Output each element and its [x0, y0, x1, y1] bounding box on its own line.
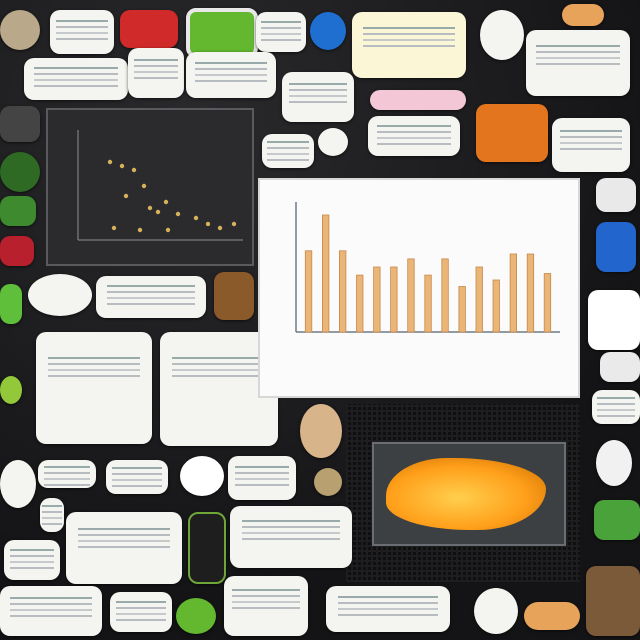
scatter-point — [165, 227, 171, 233]
document-thumbnail[interactable] — [66, 512, 182, 584]
chart-bar — [373, 266, 381, 333]
document-thumbnail[interactable] — [256, 12, 306, 52]
document-thumbnail[interactable] — [50, 10, 114, 54]
device-icon[interactable] — [586, 566, 640, 636]
device-icon[interactable] — [28, 274, 92, 316]
chart-bar — [424, 274, 432, 333]
device-icon[interactable] — [596, 178, 636, 212]
scatter-point — [137, 227, 143, 233]
chart-bar — [356, 274, 364, 333]
scatter-point — [131, 167, 137, 173]
scatter-point — [111, 225, 117, 231]
device-icon[interactable] — [176, 598, 216, 634]
document-thumbnail[interactable] — [326, 586, 450, 632]
document-thumbnail[interactable] — [38, 460, 96, 488]
document-thumbnail[interactable] — [186, 52, 276, 98]
scatter-point — [205, 221, 211, 227]
chart-bar — [543, 273, 552, 333]
document-thumbnail[interactable] — [0, 586, 102, 636]
document-thumbnail[interactable] — [352, 12, 466, 78]
document-thumbnail[interactable] — [262, 134, 314, 168]
scatter-point — [107, 159, 113, 165]
device-icon[interactable] — [596, 440, 632, 486]
orange-image — [386, 458, 546, 530]
chart-bar — [390, 266, 398, 333]
document-thumbnail[interactable] — [4, 540, 60, 580]
monitor-screen[interactable] — [346, 404, 580, 582]
gadget-icon[interactable] — [186, 8, 258, 58]
device-icon[interactable] — [0, 10, 40, 50]
scatter-point — [155, 209, 161, 215]
scatter-plot-panel[interactable] — [46, 108, 254, 266]
device-icon[interactable] — [600, 352, 640, 382]
device-icon[interactable] — [300, 404, 342, 458]
document-thumbnail[interactable] — [224, 576, 308, 636]
device-icon[interactable] — [0, 284, 22, 324]
scatter-point — [231, 221, 237, 227]
device-icon[interactable] — [188, 512, 226, 584]
document-thumbnail[interactable] — [228, 456, 296, 500]
document-thumbnail[interactable] — [526, 30, 630, 96]
device-icon[interactable] — [0, 236, 34, 266]
chart-bar — [475, 266, 483, 333]
monitor-display — [372, 442, 566, 546]
bar-chart-card[interactable] — [258, 178, 580, 398]
device-icon[interactable] — [314, 468, 342, 496]
chart-bar — [322, 214, 330, 333]
document-thumbnail[interactable] — [552, 118, 630, 172]
device-icon[interactable] — [0, 460, 36, 508]
device-icon[interactable] — [0, 106, 40, 142]
document-thumbnail[interactable] — [230, 506, 352, 568]
scatter-point — [193, 215, 199, 221]
chart-bar — [509, 253, 518, 333]
chart-bar — [458, 286, 466, 333]
device-icon[interactable] — [214, 272, 254, 320]
document-thumbnail[interactable] — [282, 72, 354, 122]
document-thumbnail[interactable] — [40, 498, 64, 532]
device-icon[interactable] — [588, 290, 640, 350]
document-thumbnail[interactable] — [96, 276, 206, 318]
chart-bar — [441, 258, 449, 333]
scatter-point — [123, 193, 129, 199]
chart-bar — [407, 258, 415, 333]
scatter-points — [107, 159, 237, 233]
device-icon[interactable] — [180, 456, 224, 496]
scatter-point — [147, 205, 153, 211]
scatter-plot — [77, 130, 243, 241]
device-icon[interactable] — [370, 90, 466, 110]
bar-chart — [295, 202, 560, 333]
scatter-point — [163, 199, 169, 205]
chart-bar — [492, 279, 500, 333]
device-icon[interactable] — [0, 376, 22, 404]
document-thumbnail[interactable] — [128, 48, 184, 98]
orange-pill-icon[interactable] — [562, 4, 604, 26]
document-thumbnail[interactable] — [368, 116, 460, 156]
scatter-point — [119, 163, 125, 169]
device-icon[interactable] — [318, 128, 348, 156]
chart-bar — [304, 250, 313, 333]
chart-bars — [304, 214, 552, 333]
orange-pill-icon[interactable] — [524, 602, 580, 630]
scatter-point — [175, 211, 181, 217]
document-thumbnail[interactable] — [24, 58, 128, 100]
chart-bar — [526, 253, 535, 333]
device-icon[interactable] — [0, 196, 36, 226]
document-thumbnail[interactable] — [110, 592, 172, 632]
device-icon[interactable] — [596, 222, 636, 272]
chart-bar — [339, 250, 347, 333]
machine-icon[interactable] — [476, 104, 548, 162]
scatter-point — [141, 183, 147, 189]
ball-icon[interactable] — [310, 12, 346, 50]
device-icon[interactable] — [0, 152, 40, 192]
gadget-icon[interactable] — [120, 10, 178, 48]
document-thumbnail[interactable] — [106, 460, 168, 494]
device-icon[interactable] — [594, 500, 640, 540]
ball-icon[interactable] — [480, 10, 524, 60]
document-thumbnail[interactable] — [36, 332, 152, 444]
document-thumbnail[interactable] — [592, 390, 640, 424]
scatter-point — [217, 225, 223, 231]
device-icon[interactable] — [474, 588, 518, 634]
